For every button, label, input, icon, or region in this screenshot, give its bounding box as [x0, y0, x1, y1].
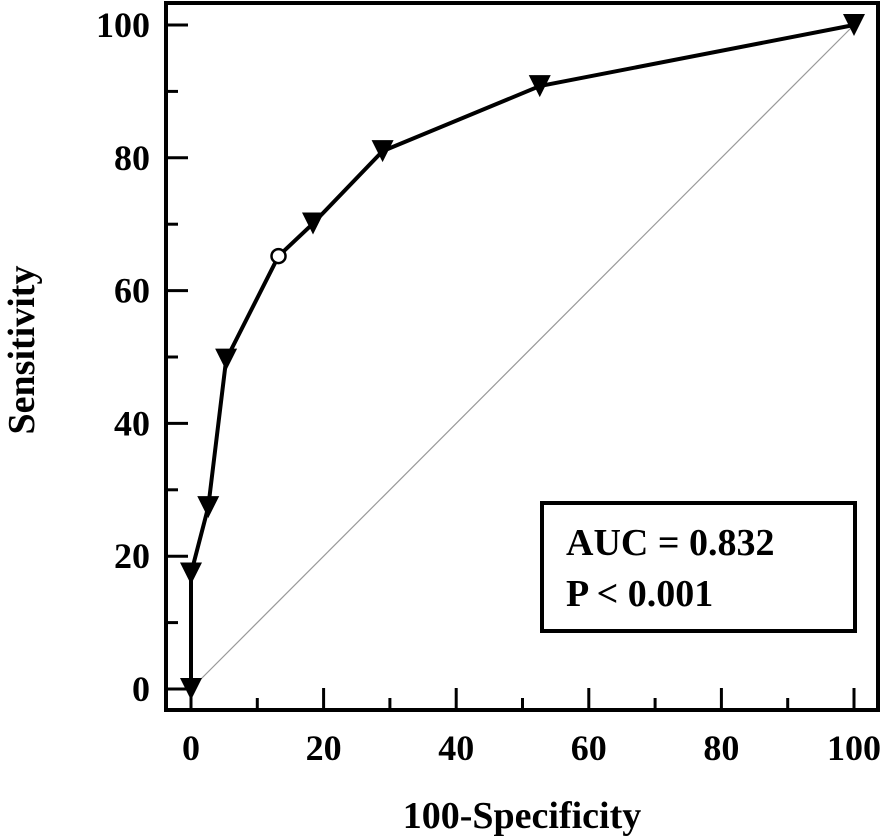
y-axis-title: Sensitivity	[1, 266, 43, 435]
y-tick-label: 60	[114, 271, 150, 311]
roc-point-marker	[843, 14, 865, 36]
y-tick-label: 40	[114, 403, 150, 443]
roc-point-marker	[301, 212, 324, 235]
x-tick-label: 40	[438, 728, 474, 768]
roc-point-marker	[180, 562, 202, 585]
reference-diagonal-line	[190, 24, 855, 690]
y-tick-label: 80	[114, 138, 150, 178]
reference-line-layer	[190, 24, 855, 690]
annotation-frame	[540, 501, 857, 633]
roc-point-marker	[528, 75, 551, 98]
roc-point-marker	[197, 496, 220, 519]
roc-point-marker	[180, 678, 202, 700]
x-tick-label: 100	[827, 728, 881, 768]
y-tick-label: 0	[132, 669, 150, 709]
roc-point-marker	[215, 348, 238, 371]
x-tick-label: 0	[182, 728, 200, 768]
x-tick-label: 80	[703, 728, 739, 768]
y-tick-label: 100	[96, 5, 150, 45]
optimal-cutoff-marker	[270, 247, 287, 265]
y-tick-label: 20	[114, 536, 150, 576]
x-axis-ticks: 0 20 40 60 80 100	[182, 688, 881, 768]
x-tick-label: 20	[306, 728, 342, 768]
roc-point-marker	[371, 140, 394, 163]
auc-label: AUC = 0.832	[566, 522, 774, 564]
y-axis-ticks: 0 20 40 60 80 100	[96, 5, 188, 709]
x-tick-label: 60	[571, 728, 607, 768]
x-axis-title: 100-Specificity	[403, 795, 642, 837]
annotation-box: AUC = 0.832 P < 0.001	[540, 501, 857, 633]
marker-layer	[180, 14, 865, 700]
p-value-label: P < 0.001	[566, 573, 713, 615]
